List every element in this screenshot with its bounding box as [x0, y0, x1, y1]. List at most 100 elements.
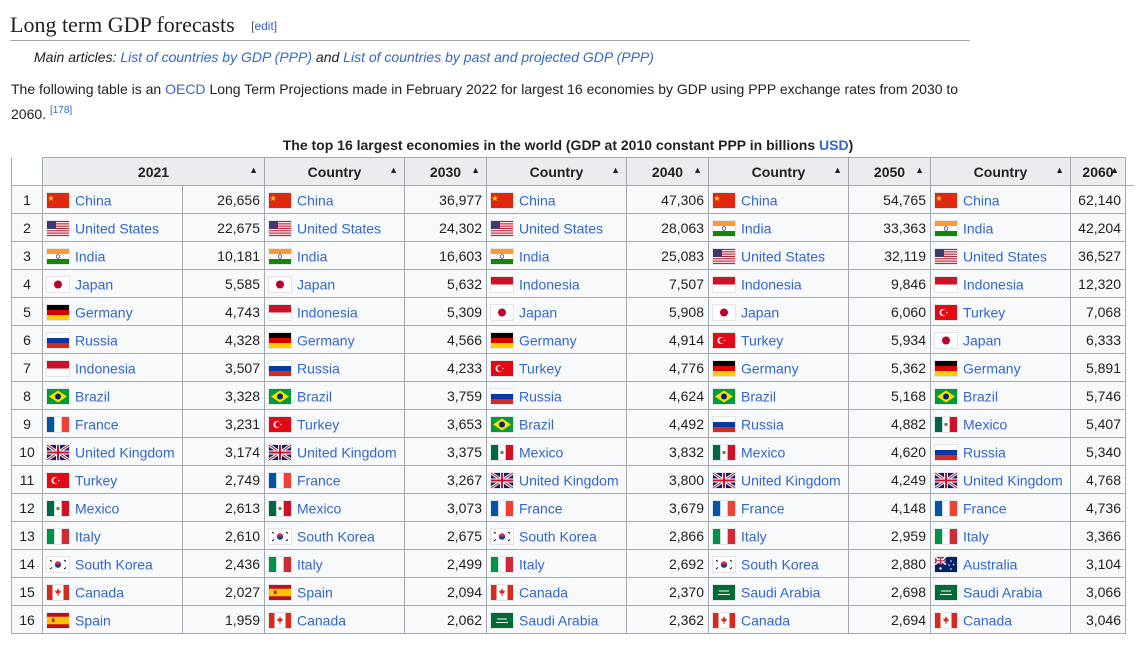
country-link[interactable]: Canada	[963, 612, 1013, 629]
country-link[interactable]: Russia	[741, 416, 784, 433]
sort-icon[interactable]: ▲︎	[833, 165, 842, 175]
country-link[interactable]: Italy	[75, 528, 101, 545]
country-link[interactable]: Germany	[519, 332, 577, 349]
country-link[interactable]: China	[75, 192, 112, 209]
country-link[interactable]: India	[75, 248, 106, 265]
country-link[interactable]: Italy	[741, 528, 767, 545]
country-link[interactable]: Mexico	[75, 500, 120, 517]
country-link[interactable]: Russia	[963, 444, 1006, 461]
country-link[interactable]: Spain	[75, 612, 111, 629]
country-link[interactable]: Canada	[75, 584, 125, 601]
country-link[interactable]: France	[741, 500, 785, 517]
sort-icon[interactable]: ▲︎	[249, 165, 258, 175]
country-link[interactable]: China	[297, 192, 334, 209]
country-link[interactable]: China	[519, 192, 556, 209]
sort-icon[interactable]: ▲︎	[915, 165, 924, 175]
country-link[interactable]: United Kingdom	[519, 472, 619, 489]
country-link[interactable]: Germany	[297, 332, 355, 349]
column-header-2030[interactable]: 2030 ▲︎	[404, 157, 487, 186]
country-link[interactable]: Australia	[963, 556, 1018, 573]
country-link[interactable]: Germany	[963, 360, 1021, 377]
country-link[interactable]: India	[519, 248, 550, 265]
country-link[interactable]: United Kingdom	[75, 444, 175, 461]
sort-icon[interactable]: ▲︎	[1055, 165, 1064, 175]
country-link[interactable]: Turkey	[75, 472, 118, 489]
country-link[interactable]: United States	[519, 220, 604, 237]
country-link[interactable]: Brazil	[741, 388, 777, 405]
country-link[interactable]: Mexico	[741, 444, 786, 461]
hatnote-link-gdp-ppp[interactable]: List of countries by GDP (PPP)	[120, 49, 313, 65]
column-header-2021[interactable]: 2021 ▲︎	[42, 157, 265, 186]
country-link[interactable]: Mexico	[297, 500, 342, 517]
country-link[interactable]: Turkey	[963, 304, 1006, 321]
country-link[interactable]: Mexico	[519, 444, 564, 461]
country-link[interactable]: Japan	[75, 276, 114, 293]
country-link[interactable]: Indonesia	[963, 276, 1024, 293]
country-link[interactable]: Brazil	[75, 388, 111, 405]
country-link[interactable]: France	[963, 500, 1007, 517]
country-link[interactable]: Canada	[519, 584, 569, 601]
country-link[interactable]: Italy	[297, 556, 323, 573]
reference-link[interactable]: [178]	[49, 105, 73, 116]
country-link[interactable]: Japan	[963, 332, 1002, 349]
country-link[interactable]: United States	[75, 220, 160, 237]
country-link[interactable]: Indonesia	[75, 360, 136, 377]
country-link[interactable]: Brazil	[963, 388, 999, 405]
column-header-country[interactable]: Country ▲︎	[264, 157, 405, 186]
usd-link[interactable]: USD	[819, 137, 849, 153]
edit-link[interactable]: edit	[254, 19, 274, 33]
country-link[interactable]: Germany	[75, 304, 133, 321]
column-header-country[interactable]: Country ▲︎	[930, 157, 1071, 186]
country-link[interactable]: United Kingdom	[963, 472, 1063, 489]
column-header-2060[interactable]: 2060 ▲︎	[1070, 157, 1126, 186]
country-link[interactable]: United States	[741, 248, 826, 265]
country-link[interactable]: France	[75, 416, 119, 433]
sort-icon[interactable]: ▲︎	[693, 165, 702, 175]
country-link[interactable]: Japan	[741, 304, 780, 321]
country-link[interactable]: Italy	[519, 556, 545, 573]
country-link[interactable]: Indonesia	[519, 276, 580, 293]
column-header-2050[interactable]: 2050 ▲︎	[848, 157, 931, 186]
column-header-country[interactable]: Country ▲︎	[486, 157, 627, 186]
oecd-link[interactable]: OECD	[165, 81, 206, 97]
country-link[interactable]: Turkey	[297, 416, 340, 433]
sort-icon[interactable]: ▲︎	[389, 165, 398, 175]
country-link[interactable]: Spain	[297, 584, 333, 601]
column-header-country[interactable]: Country ▲︎	[708, 157, 849, 186]
country-link[interactable]: United States	[297, 220, 382, 237]
country-link[interactable]: South Korea	[297, 528, 375, 545]
country-link[interactable]: Brazil	[297, 388, 333, 405]
sort-icon[interactable]: ▲︎	[1110, 165, 1119, 175]
country-link[interactable]: Canada	[741, 612, 791, 629]
country-link[interactable]: Mexico	[963, 416, 1008, 433]
column-header-2040[interactable]: 2040 ▲︎	[626, 157, 709, 186]
country-link[interactable]: India	[963, 220, 994, 237]
country-link[interactable]: Brazil	[519, 416, 555, 433]
sort-icon[interactable]: ▲︎	[611, 165, 620, 175]
country-link[interactable]: United Kingdom	[297, 444, 397, 461]
country-link[interactable]: Russia	[297, 360, 340, 377]
country-link[interactable]: United Kingdom	[741, 472, 841, 489]
country-link[interactable]: France	[297, 472, 341, 489]
country-link[interactable]: India	[297, 248, 328, 265]
country-link[interactable]: Saudi Arabia	[741, 584, 821, 601]
country-link[interactable]: Saudi Arabia	[963, 584, 1043, 601]
country-link[interactable]: South Korea	[519, 528, 597, 545]
country-link[interactable]: Canada	[297, 612, 347, 629]
country-link[interactable]: Japan	[519, 304, 558, 321]
country-link[interactable]: South Korea	[75, 556, 153, 573]
country-link[interactable]: Russia	[519, 388, 562, 405]
hatnote-link-projected-gdp[interactable]: List of countries by past and projected …	[343, 49, 654, 65]
country-link[interactable]: India	[741, 220, 772, 237]
country-link[interactable]: Japan	[297, 276, 336, 293]
country-link[interactable]: China	[741, 192, 778, 209]
country-link[interactable]: France	[519, 500, 563, 517]
country-link[interactable]: Indonesia	[741, 276, 802, 293]
country-link[interactable]: Russia	[75, 332, 118, 349]
country-link[interactable]: Turkey	[741, 332, 784, 349]
country-link[interactable]: China	[963, 192, 1000, 209]
country-link[interactable]: Germany	[741, 360, 799, 377]
country-link[interactable]: Indonesia	[297, 304, 358, 321]
country-link[interactable]: Saudi Arabia	[519, 612, 599, 629]
country-link[interactable]: Turkey	[519, 360, 562, 377]
